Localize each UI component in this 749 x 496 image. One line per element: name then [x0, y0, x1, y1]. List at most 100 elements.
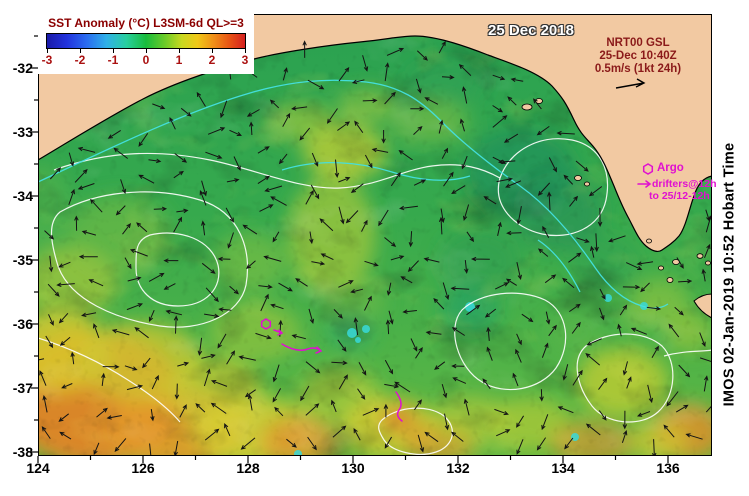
current-vector [461, 86, 468, 104]
current-vector [351, 79, 365, 84]
current-vector [466, 231, 475, 243]
current-vector [384, 383, 400, 389]
current-vector [81, 312, 97, 317]
colorbar-gradient [47, 34, 245, 48]
current-vector [115, 205, 126, 216]
drifter-track [281, 343, 323, 354]
colorbar-tick-label: -2 [74, 53, 86, 67]
current-vector [210, 402, 227, 414]
current-vector [484, 308, 497, 318]
current-vector [207, 127, 226, 135]
x-axis-label: 126 [131, 460, 155, 476]
current-vector [647, 384, 654, 404]
current-vector [258, 284, 273, 289]
current-vector [568, 252, 582, 263]
current-vector [203, 368, 211, 387]
island [658, 265, 664, 271]
current-vector [353, 317, 359, 336]
current-vector [486, 326, 491, 341]
current-vector [463, 398, 470, 416]
cool-spot [571, 433, 579, 441]
current-vector [201, 353, 216, 359]
current-vector [124, 365, 138, 371]
current-vector [562, 277, 575, 289]
current-vector [38, 358, 45, 361]
current-vector [384, 436, 393, 449]
current-vector [111, 329, 130, 336]
current-vector [597, 207, 603, 227]
current-vector [338, 280, 354, 288]
current-vector [497, 221, 502, 237]
current-vector [384, 91, 396, 105]
current-vector [78, 254, 98, 259]
current-vector [163, 258, 179, 263]
current-vector [364, 154, 373, 169]
current-vector [651, 345, 659, 358]
current-vector [299, 127, 311, 141]
current-vector [364, 260, 379, 267]
sst-contour-line [454, 292, 567, 391]
sst-contour-line [378, 407, 453, 455]
current-vector [617, 323, 622, 337]
y-axis-label: -33 [12, 124, 33, 140]
current-vector [516, 261, 522, 281]
current-vector [415, 347, 423, 359]
x-axis-label: 130 [341, 460, 365, 476]
current-vector [451, 327, 465, 336]
current-vector [699, 332, 706, 348]
current-vector [113, 147, 128, 159]
current-vector [169, 116, 176, 130]
current-vector [122, 222, 132, 235]
current-vector [70, 351, 75, 365]
argo-legend-line2: to 25/12-12h [649, 190, 710, 202]
current-vector [58, 413, 70, 422]
current-vector [415, 78, 422, 94]
island [666, 277, 674, 283]
current-vector [272, 388, 282, 403]
current-vector [547, 191, 552, 211]
current-vector [564, 437, 574, 450]
current-vector [545, 311, 551, 325]
current-vector [47, 283, 60, 297]
current-vector [148, 158, 162, 164]
current-vector [59, 431, 72, 440]
current-vector [264, 185, 283, 193]
current-vector [272, 364, 280, 383]
current-vector [49, 167, 62, 180]
current-vector [68, 188, 75, 205]
current-vector [408, 231, 414, 248]
current-vector [309, 231, 314, 245]
current-vector [512, 372, 519, 387]
current-vector [630, 327, 647, 335]
current-vector [163, 283, 176, 290]
current-vector [93, 442, 100, 456]
current-vector [242, 224, 258, 235]
current-vector [93, 323, 100, 339]
current-vector [249, 121, 254, 136]
current-vector [625, 262, 643, 270]
current-vector [210, 380, 228, 387]
drifter-track [273, 329, 284, 336]
current-vector [310, 184, 320, 200]
current-vector [295, 278, 308, 287]
current-vector [174, 153, 188, 163]
current-vector [438, 216, 444, 235]
current-vector [536, 125, 550, 136]
current-vector [663, 424, 675, 438]
current-vector [311, 261, 326, 266]
current-vector [571, 321, 581, 334]
product-name: NRT00 GSL [606, 37, 670, 49]
current-vector [358, 362, 367, 376]
sst-contour-line [38, 337, 181, 423]
current-vector [410, 338, 418, 352]
current-vector [452, 377, 467, 384]
current-vector [441, 147, 449, 159]
current-vector [438, 119, 444, 134]
current-vector [466, 304, 481, 316]
current-vector [676, 257, 684, 269]
x-axis-label: 128 [236, 460, 260, 476]
current-vector [126, 303, 144, 311]
current-vector [451, 363, 465, 369]
current-vector [384, 237, 397, 247]
current-vector [136, 222, 148, 233]
